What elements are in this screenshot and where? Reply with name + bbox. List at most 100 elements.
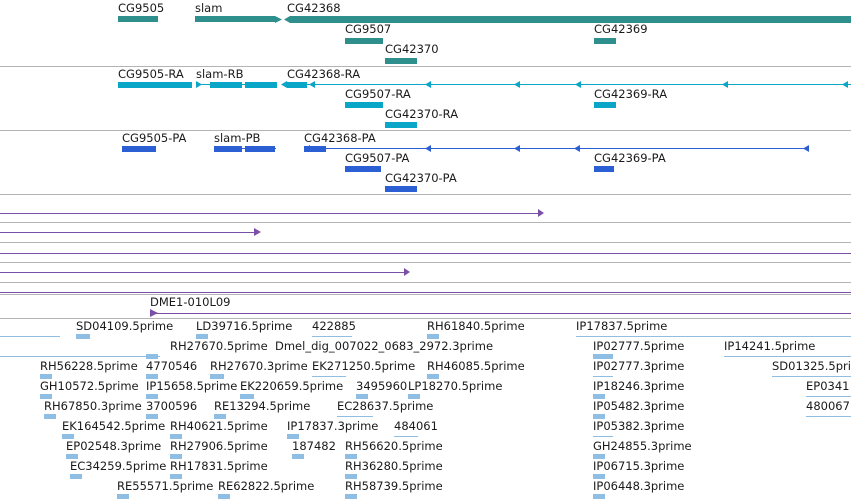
est-feature[interactable]: [593, 354, 613, 359]
mrna-feature[interactable]: [594, 102, 616, 108]
est-feature[interactable]: [146, 414, 158, 419]
est-feature[interactable]: [356, 394, 368, 399]
clone-feature[interactable]: [0, 292, 851, 293]
gene-feature[interactable]: [345, 38, 383, 44]
mrna-feature[interactable]: [385, 122, 417, 128]
est-feature[interactable]: [292, 454, 304, 459]
est-label: RE55571.5prime: [117, 479, 214, 493]
est-label: IP18246.3prime: [593, 379, 685, 393]
cds-feature[interactable]: [214, 146, 242, 152]
est-feature[interactable]: [724, 356, 851, 357]
est-feature[interactable]: [66, 454, 78, 459]
est-label: EK220659.5prime: [240, 379, 344, 393]
est-feature[interactable]: [427, 334, 439, 339]
est-label: RH67850.3prime: [44, 399, 142, 413]
est-label: 3495960: [356, 379, 408, 393]
gene-feature[interactable]: [195, 16, 275, 22]
mrna-label: CG9505-RA: [118, 67, 184, 81]
est-feature[interactable]: [806, 416, 851, 417]
est-feature[interactable]: [593, 376, 613, 377]
est-feature[interactable]: [76, 334, 90, 339]
clone-feature[interactable]: [0, 213, 538, 214]
mrna-feature[interactable]: [210, 82, 242, 88]
mrna-track: CG9505-RA slam-RB CG42368-RA CG9507-RA C…: [0, 67, 851, 130]
gene-feature[interactable]: [118, 16, 158, 22]
gene-feature[interactable]: [385, 58, 417, 64]
track-separator: [0, 66, 851, 67]
arrowhead-icon: [254, 228, 261, 236]
est-label: RH56620.5prime: [345, 439, 443, 453]
est-label: RH36280.5prime: [345, 459, 443, 473]
est-label: 4770546: [146, 359, 198, 373]
est-feature[interactable]: [0, 336, 60, 337]
est-label: SD04109.5prime: [76, 319, 174, 333]
gene-feature[interactable]: [290, 16, 851, 23]
est-label: Dmel_dig_007022_0683_2972.3prime: [275, 339, 494, 353]
est-feature[interactable]: [408, 394, 420, 399]
cds-feature[interactable]: [385, 186, 417, 192]
est-feature[interactable]: [345, 454, 357, 459]
est-feature[interactable]: [70, 474, 82, 479]
est-feature[interactable]: [196, 334, 208, 339]
est-feature[interactable]: [170, 474, 182, 479]
est-feature[interactable]: [312, 376, 346, 377]
clone-feature[interactable]: [150, 313, 851, 314]
est-feature[interactable]: [62, 434, 74, 439]
est-feature[interactable]: [394, 436, 418, 437]
gene-label: CG9505: [118, 1, 165, 15]
track-separator: [0, 282, 851, 283]
est-feature[interactable]: [0, 356, 160, 357]
est-feature[interactable]: [345, 494, 357, 499]
mrna-feature[interactable]: [245, 82, 277, 88]
cds-feature[interactable]: [304, 146, 326, 152]
est-feature[interactable]: [337, 416, 373, 417]
est-feature[interactable]: [593, 494, 605, 499]
gene-feature[interactable]: [594, 38, 616, 44]
cds-feature[interactable]: [345, 166, 381, 172]
est-feature[interactable]: [806, 396, 851, 397]
est-feature[interactable]: [214, 414, 226, 419]
est-feature[interactable]: [593, 474, 605, 479]
est-feature[interactable]: [170, 454, 182, 459]
est-feature[interactable]: [593, 414, 605, 419]
est-feature[interactable]: [40, 394, 52, 399]
est-feature[interactable]: [44, 414, 56, 419]
est-feature[interactable]: [218, 494, 230, 499]
cds-feature[interactable]: [122, 146, 156, 152]
est-feature[interactable]: [210, 374, 224, 379]
est-label: EK164542.5prime: [62, 419, 166, 433]
clone-feature[interactable]: [0, 232, 254, 233]
est-feature[interactable]: [576, 336, 851, 337]
mrna-feature[interactable]: [118, 82, 192, 88]
est-feature[interactable]: [427, 374, 439, 379]
clone-feature[interactable]: [0, 253, 851, 254]
cds-feature[interactable]: [245, 146, 275, 152]
est-feature[interactable]: [593, 394, 605, 399]
est-feature[interactable]: [146, 354, 158, 359]
est-feature[interactable]: [146, 394, 158, 399]
est-feature[interactable]: [40, 374, 52, 379]
est-feature[interactable]: [312, 336, 352, 337]
mrna-feature[interactable]: [287, 82, 307, 88]
est-feature[interactable]: [593, 436, 613, 437]
est-feature[interactable]: [117, 494, 129, 499]
est-feature[interactable]: [240, 394, 254, 399]
arrowhead-icon: [722, 81, 728, 88]
est-feature[interactable]: [287, 434, 299, 439]
est-label: IP05382.3prime: [593, 419, 685, 433]
gene-label: slam: [195, 1, 223, 15]
est-feature[interactable]: [345, 474, 357, 479]
est-feature[interactable]: [593, 454, 605, 459]
est-feature[interactable]: [146, 374, 158, 379]
est-feature[interactable]: [772, 376, 851, 377]
mrna-feature[interactable]: [345, 102, 383, 108]
est-label: IP14241.5prime: [724, 339, 816, 353]
est-label: SD01325.5prime: [772, 359, 851, 373]
est-label: RH46085.5prime: [427, 359, 525, 373]
est-label: 484061: [394, 419, 438, 433]
est-feature[interactable]: [170, 434, 182, 439]
cds-feature[interactable]: [594, 166, 614, 172]
arrowhead-icon: [425, 145, 431, 152]
clone-feature[interactable]: [0, 272, 404, 273]
